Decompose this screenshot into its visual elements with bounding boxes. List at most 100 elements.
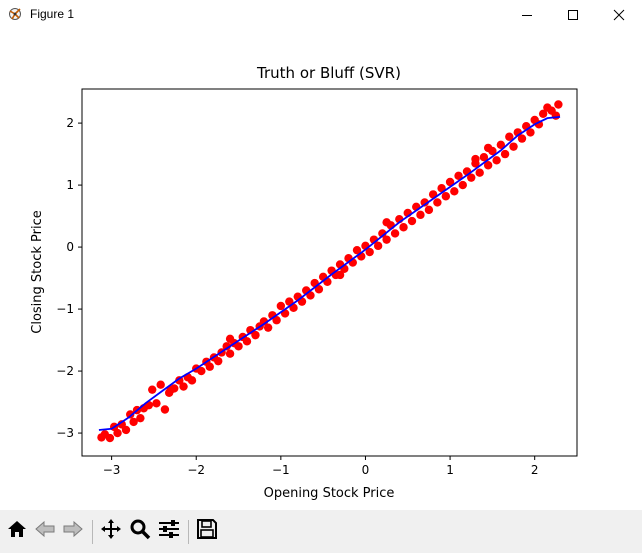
scatter-point (121, 425, 131, 435)
home-button[interactable] (4, 518, 30, 544)
zoom-magnifier-icon (128, 517, 152, 545)
scatter-point (160, 405, 170, 414)
scatter-point (475, 168, 484, 177)
regression-line (98, 116, 561, 431)
back-button[interactable] (32, 518, 58, 544)
scatter-point (554, 100, 563, 109)
scatter-point (352, 245, 362, 255)
floppy-disk-icon (195, 517, 219, 545)
scatter-point (441, 192, 451, 201)
scatter-point (424, 205, 434, 215)
forward-button[interactable] (60, 518, 86, 544)
pan-button[interactable] (98, 518, 124, 544)
x-tick-label: 0 (362, 463, 370, 477)
scatter-point (148, 385, 157, 394)
scatter-point (263, 323, 273, 332)
scatter-point (483, 161, 493, 170)
scatter-point (314, 285, 324, 294)
plot-frame (81, 88, 578, 457)
y-tick-label: 2 (66, 116, 74, 130)
scatter-point (390, 229, 400, 238)
y-tick-label: −3 (56, 426, 74, 440)
scatter-point (251, 330, 260, 340)
scatter-point (471, 154, 480, 164)
figure-canvas[interactable]: Truth or Bluff (SVR) −3 −2 −1 0 1 2 −3 −2 −1 0 1 2… (0, 30, 642, 510)
scatter-point (373, 241, 383, 251)
scatter-point (458, 180, 467, 190)
scatter-chart: Truth or Bluff (SVR) −3 −2 −1 0 1 2 −3 −2 −1 0 1 2… (30, 64, 578, 501)
scatter-point (505, 132, 514, 141)
scatter-point (225, 334, 235, 344)
x-tick-label: −1 (272, 463, 290, 477)
scatter-point (509, 142, 518, 151)
scatter-point (276, 301, 286, 311)
x-tick-label: −2 (187, 463, 205, 477)
scatter-point (187, 376, 197, 385)
x-tick-label: 1 (446, 463, 454, 477)
scatter-point (335, 270, 345, 280)
pan-move-icon (99, 517, 123, 545)
scatter-point (365, 247, 374, 257)
scatter-point (433, 198, 442, 207)
scatter-point (492, 156, 501, 165)
zoom-button[interactable] (127, 518, 153, 544)
close-button[interactable] (596, 0, 642, 30)
toolbar-separator (188, 520, 189, 544)
scatter-point (197, 366, 206, 376)
scatter-point (222, 342, 231, 351)
scatter-point (382, 235, 391, 244)
chart-title: Truth or Bluff (SVR) (256, 64, 401, 82)
scatter-point (113, 428, 122, 438)
scatter-point (445, 177, 455, 187)
scatter-point (551, 111, 561, 120)
scatter-point (152, 399, 161, 408)
scatter-point (407, 216, 417, 226)
scatter-point (420, 198, 429, 207)
sliders-icon (157, 517, 181, 545)
scatter-point (272, 316, 281, 325)
minimize-button[interactable] (504, 0, 550, 30)
back-arrow-icon (33, 517, 57, 545)
scatter-point (450, 187, 459, 196)
toolbar-separator (92, 520, 93, 544)
maximize-button[interactable] (550, 0, 596, 30)
scatter-point (179, 382, 188, 391)
scatter-point (129, 417, 138, 427)
scatter-point (538, 109, 548, 118)
scatter-point (378, 229, 387, 238)
scatter-point (500, 149, 510, 159)
y-tick-label: −2 (56, 364, 74, 378)
minimize-icon (521, 6, 533, 25)
x-tick-label: −3 (103, 463, 121, 477)
y-tick-label: −1 (56, 302, 74, 316)
maximize-icon (567, 6, 579, 25)
save-button[interactable] (194, 518, 220, 544)
x-tick-label: 2 (531, 463, 539, 477)
y-tick-label: 1 (66, 178, 74, 192)
y-axis-label: Closing Stock Price (30, 210, 45, 333)
configure-subplots-button[interactable] (156, 518, 182, 544)
scatter-point (399, 223, 408, 232)
scatter-point (234, 342, 243, 351)
navigation-toolbar (0, 510, 642, 553)
scatter-point (479, 152, 489, 162)
scatter-point (225, 349, 235, 358)
scatter-point (156, 380, 165, 389)
close-icon (613, 6, 625, 25)
scatter-point (136, 413, 145, 423)
forward-arrow-icon (61, 517, 85, 545)
scatter-point (382, 218, 391, 227)
scatter-point (126, 410, 135, 419)
scatter-point (526, 128, 535, 137)
scatter-point (454, 171, 463, 180)
scatter-point (483, 143, 493, 153)
matplotlib-figure-icon (8, 6, 24, 22)
x-axis-label: Opening Stock Price (264, 486, 395, 501)
y-tick-label: 0 (66, 240, 74, 254)
scatter-point (517, 134, 527, 143)
scatter-point (166, 385, 176, 394)
scatter-point (242, 337, 252, 346)
window-titlebar: Figure 1 (0, 0, 642, 30)
scatter-point (467, 173, 476, 182)
scatter-point (416, 210, 425, 220)
